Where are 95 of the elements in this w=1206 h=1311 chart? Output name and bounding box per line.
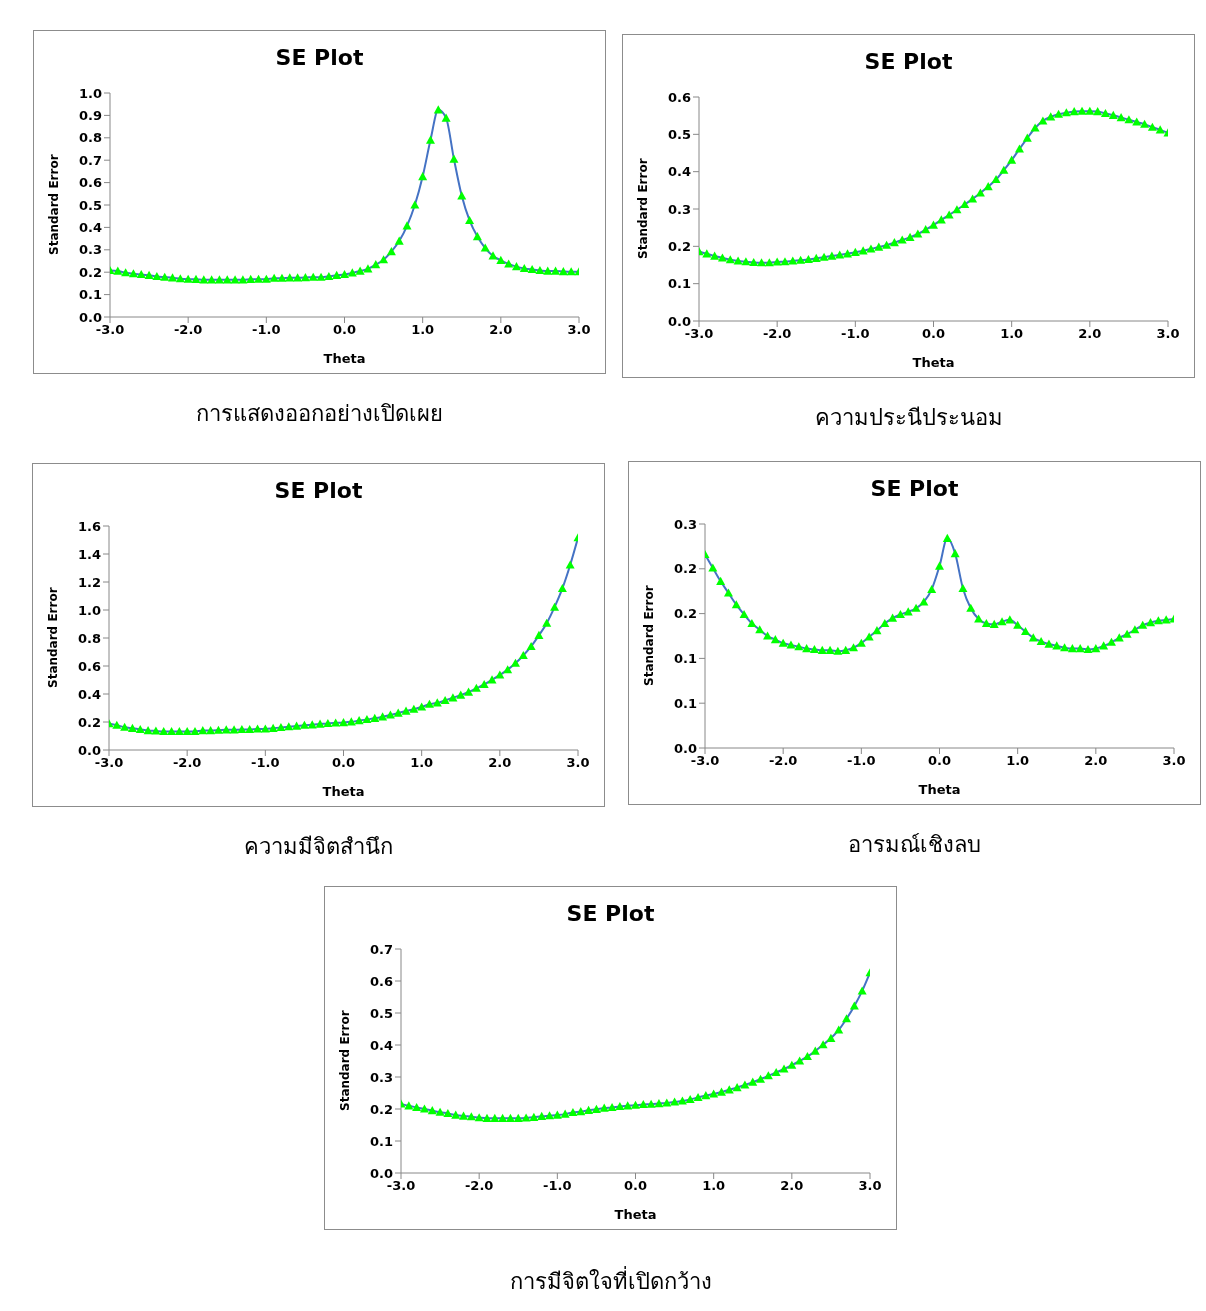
y-tick-label: 0.0	[369, 1165, 393, 1181]
text: การแสดงออกอย่างเปิดเผย	[195, 400, 444, 428]
x-tick-label: -1.0	[543, 1178, 572, 1194]
x-tick-label: 1.0	[1006, 753, 1030, 769]
x-tick-label: -2.0	[173, 322, 203, 338]
x-tick-label: -3.0	[684, 326, 714, 342]
x-tick-label: 3.0	[566, 755, 590, 771]
x-axis-title: Theta	[322, 784, 365, 799]
x-tick-label: 3.0	[567, 322, 591, 338]
x-tick-label: 2.0	[1084, 753, 1108, 769]
x-tick-label: -1.0	[252, 322, 281, 338]
x-tick-label: 2.0	[780, 1178, 804, 1194]
x-tick-label: -1.0	[251, 755, 280, 771]
text: อารมณ์เชิงลบ	[847, 831, 982, 859]
y-tick-label: 0.0	[77, 742, 101, 758]
y-tick-label: 0.6	[369, 973, 393, 989]
x-axis-title: Theta	[918, 782, 961, 797]
y-tick-label: 0.4	[369, 1037, 393, 1053]
x-tick-label: -2.0	[768, 753, 798, 769]
x-tick-label: 0.0	[921, 326, 946, 342]
y-tick-label: 0.3	[78, 242, 102, 258]
y-tick-label: 0.8	[78, 130, 102, 146]
y-axis-title: Standard Error	[642, 585, 657, 686]
y-tick-label: 0.1	[369, 1133, 393, 1149]
y-tick-label: 0.3	[667, 201, 691, 217]
x-tick-label: 1.0	[702, 1178, 726, 1194]
y-tick-label: 0.6	[77, 658, 101, 674]
chart-title: SE Plot	[274, 45, 365, 70]
y-tick-label: 1.0	[78, 85, 102, 101]
y-tick-label: 0.4	[78, 220, 102, 236]
y-tick-label: 0.1	[78, 287, 102, 303]
y-tick-label: 0.7	[78, 152, 102, 168]
x-tick-label: 3.0	[858, 1178, 882, 1194]
x-tick-label: 0.0	[332, 322, 357, 338]
y-tick-label: 0.8	[77, 630, 101, 646]
y-tick-label: 0.1	[667, 276, 691, 292]
x-tick-label: 0.0	[331, 755, 356, 771]
y-axis-title: Standard Error	[47, 154, 62, 255]
y-tick-label: 0.0	[78, 309, 102, 325]
y-tick-label: 0.2	[77, 714, 101, 730]
y-axis-title: Standard Error	[46, 587, 61, 688]
x-tick-label: 2.0	[488, 755, 512, 771]
y-tick-label: 0.2	[673, 561, 697, 577]
y-axis-title: Standard Error	[636, 158, 651, 259]
x-tick-label: -3.0	[95, 322, 125, 338]
y-tick-label: 0.2	[667, 238, 691, 254]
y-tick-label: 0.1	[673, 651, 697, 667]
text: ความมีจิตสำนึก	[243, 833, 394, 861]
x-tick-label: 1.0	[411, 322, 435, 338]
y-tick-label: 0.1	[673, 695, 697, 711]
y-tick-label: 0.5	[369, 1005, 393, 1021]
x-tick-label: -1.0	[847, 753, 876, 769]
x-axis-title: Theta	[323, 351, 366, 366]
y-tick-label: 0.0	[673, 740, 697, 756]
x-tick-label: -2.0	[172, 755, 202, 771]
x-tick-label: 1.0	[1000, 326, 1024, 342]
y-tick-label: 0.2	[673, 606, 697, 622]
y-tick-label: 0.7	[369, 941, 393, 957]
y-tick-label: 0.2	[78, 264, 102, 280]
x-tick-label: -2.0	[762, 326, 792, 342]
y-tick-label: 0.4	[667, 164, 691, 180]
x-tick-label: 3.0	[1162, 753, 1186, 769]
chart-title: SE Plot	[273, 478, 364, 503]
text: การมีจิตใจที่เปิดกว้าง	[508, 1265, 713, 1296]
x-tick-label: 2.0	[489, 322, 513, 338]
x-axis-title: Theta	[614, 1207, 657, 1222]
y-tick-label: 0.5	[667, 126, 691, 142]
x-tick-label: -3.0	[690, 753, 720, 769]
text: ความประนีประนอม	[813, 404, 1004, 432]
y-tick-label: 0.2	[369, 1101, 393, 1117]
y-tick-label: 0.6	[78, 175, 102, 191]
x-tick-label: 2.0	[1078, 326, 1102, 342]
y-tick-label: 0.4	[77, 686, 101, 702]
y-tick-label: 0.5	[78, 197, 102, 213]
x-tick-label: -1.0	[841, 326, 870, 342]
y-tick-label: 1.0	[77, 602, 101, 618]
x-tick-label: 0.0	[623, 1178, 648, 1194]
x-tick-label: 0.0	[927, 753, 952, 769]
chart-title: SE Plot	[863, 49, 954, 74]
y-tick-label: 0.3	[369, 1069, 393, 1085]
x-tick-label: -2.0	[464, 1178, 494, 1194]
chart-title: SE Plot	[565, 901, 656, 926]
x-tick-label: 1.0	[410, 755, 434, 771]
x-tick-label: -3.0	[386, 1178, 416, 1194]
y-tick-label: 1.6	[77, 518, 101, 534]
x-axis-title: Theta	[912, 355, 955, 370]
y-tick-label: 0.6	[667, 89, 691, 105]
y-tick-label: 1.2	[77, 574, 101, 590]
y-axis-title: Standard Error	[338, 1010, 353, 1111]
x-tick-label: -3.0	[94, 755, 124, 771]
y-tick-label: 0.9	[78, 108, 102, 124]
x-tick-label: 3.0	[1156, 326, 1180, 342]
y-tick-label: 1.4	[77, 546, 101, 562]
chart-title: SE Plot	[869, 476, 960, 501]
y-tick-label: 0.3	[673, 516, 697, 532]
